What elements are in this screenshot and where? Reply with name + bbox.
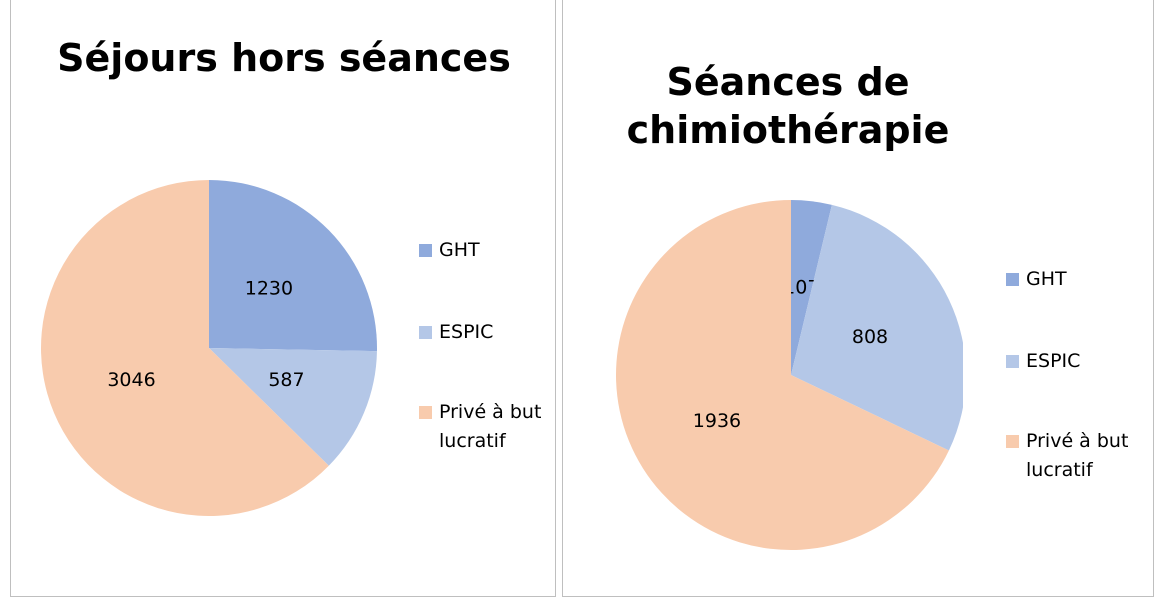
legend-swatch [419,406,432,419]
chart-panel: Séjours hors séances 1230 587 3046 GHT ESPIC P… [10,0,556,597]
legend-swatch [1006,435,1019,448]
legend-label: GHT [1026,268,1067,290]
data-label: 587 [268,369,304,391]
pie-slice [41,180,329,516]
legend-label: ESPIC [439,321,494,343]
chart-title: Séances de chimiothérapie [626,60,950,152]
legend-swatch [419,244,432,257]
data-label: 107 [783,277,819,299]
pie-slice [791,204,963,451]
legend-swatch [1006,355,1019,368]
data-label: 1936 [693,410,741,432]
legend-label: Privé à but lucratif [1026,430,1129,481]
chart-panel: Séances de chimiothérapie 107 808 1936 GHT ES… [562,0,1154,597]
legend-item: GHT [419,236,549,265]
chart-title: Séjours hors séances [57,36,511,80]
legend-item: Privé à but lucratif [1006,427,1136,485]
pie: 1230 587 3046 [41,180,377,516]
legend-label: GHT [439,239,480,261]
legend-item: ESPIC [419,318,549,347]
legend-item: GHT [1006,265,1136,294]
data-label: 1230 [245,278,293,300]
pie-slice [791,200,832,375]
legend-label: Privé à but lucratif [439,401,542,452]
pie-slice [209,348,377,466]
data-label: 3046 [107,369,155,391]
legend-swatch [1006,273,1019,286]
data-label: 808 [852,326,888,348]
legend-swatch [419,326,432,339]
pie: 107 808 1936 [616,200,963,550]
legend-label: ESPIC [1026,350,1081,372]
legend-item: ESPIC [1006,347,1136,376]
pie-slice [209,180,377,352]
pie-slice [616,200,949,550]
legend-item: Privé à but lucratif [419,398,549,456]
